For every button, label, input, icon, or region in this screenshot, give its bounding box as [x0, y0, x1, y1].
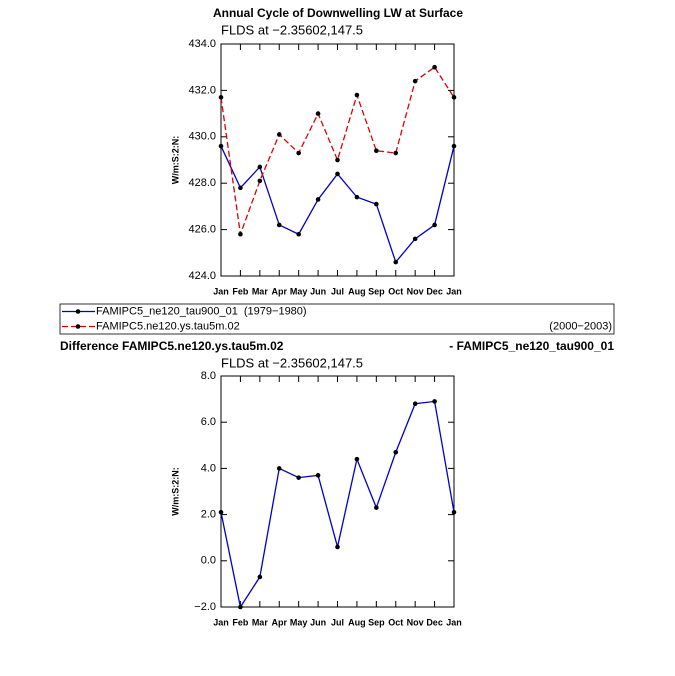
data-point: [451, 509, 457, 515]
data-point: [276, 132, 282, 137]
x-tick-label: May: [290, 617, 308, 627]
data-point: [296, 231, 301, 237]
data-point: [238, 604, 243, 610]
x-tick-label: Apr: [272, 617, 288, 627]
y-axis-label: W/m:S:2:N:: [170, 467, 180, 516]
data-point: [432, 399, 437, 404]
x-tick-label: Jan: [446, 286, 462, 296]
data-point: [354, 92, 360, 98]
data-point: [335, 544, 340, 550]
data-point: [412, 401, 418, 407]
y-tick-label: 424.0: [188, 270, 216, 282]
legend-marker: [75, 309, 81, 314]
x-tick-label: May: [290, 286, 308, 296]
x-tick-label: Jan: [213, 617, 229, 627]
legend-label: FAMIPC5_ne120_tau900_01: [96, 305, 238, 317]
data-point: [296, 475, 301, 480]
x-tick-label: Jan: [446, 617, 462, 627]
y-tick-label: 6.0: [201, 416, 216, 428]
chart-title-right: - FAMIPC5_ne120_tau900_01: [449, 339, 614, 353]
data-point: [238, 185, 243, 191]
legend-period: (1979−1980): [244, 305, 307, 317]
data-point: [451, 95, 457, 100]
data-point: [432, 222, 437, 228]
x-tick-label: Dec: [426, 286, 443, 296]
data-point: [412, 78, 418, 84]
data-point: [257, 574, 263, 580]
data-point: [432, 64, 437, 70]
y-tick-label: −2.0: [194, 601, 216, 613]
x-tick-label: Aug: [348, 617, 366, 627]
legend-label: FAMIPC5.ne120.ys.tau5m.02: [96, 320, 240, 332]
x-tick-label: Mar: [252, 286, 269, 296]
x-tick-label: Nov: [407, 286, 424, 296]
y-axis-label: W/m:S:2:N:: [170, 136, 180, 185]
data-point: [412, 236, 418, 242]
data-point: [276, 466, 282, 471]
y-tick-label: 8.0: [201, 370, 216, 382]
chart-title: Annual Cycle of Downwelling LW at Surfac…: [213, 6, 463, 20]
x-tick-label: Jun: [310, 286, 326, 296]
x-tick-label: Jul: [331, 286, 344, 296]
y-tick-label: 428.0: [188, 177, 216, 189]
data-point: [393, 259, 399, 265]
x-tick-label: Nov: [407, 617, 424, 627]
x-tick-label: Aug: [348, 286, 366, 296]
data-point: [257, 164, 263, 170]
x-tick-label: Sep: [368, 286, 385, 296]
x-tick-label: Jun: [310, 617, 326, 627]
data-point: [354, 194, 360, 200]
data-point: [218, 143, 224, 149]
x-tick-label: Mar: [252, 617, 269, 627]
data-point: [218, 95, 224, 100]
data-point: [238, 231, 243, 237]
x-tick-label: Feb: [232, 286, 249, 296]
data-point: [276, 222, 282, 228]
data-point: [354, 456, 360, 462]
x-tick-label: Oct: [388, 617, 403, 627]
data-point: [374, 505, 379, 510]
data-point: [315, 197, 321, 202]
data-point: [296, 150, 301, 156]
y-tick-label: 434.0: [188, 38, 216, 50]
data-point: [393, 150, 399, 156]
y-tick-label: 432.0: [188, 84, 216, 96]
data-point: [218, 509, 224, 515]
y-tick-label: 426.0: [188, 224, 216, 236]
legend-box: [59, 303, 615, 335]
x-tick-label: Feb: [232, 617, 249, 627]
x-tick-label: Dec: [426, 617, 443, 627]
chart-subtitle: FLDS at −2.35602,147.5: [221, 355, 363, 370]
y-tick-label: 430.0: [188, 131, 216, 143]
legend-period: (2000−2003): [549, 320, 612, 332]
chart-title: Difference FAMIPC5.ne120.ys.tau5m.02: [60, 339, 284, 353]
data-point: [315, 111, 321, 116]
y-tick-label: 0.0: [201, 555, 216, 567]
data-point: [374, 148, 379, 154]
y-tick-label: 4.0: [201, 462, 216, 474]
data-point: [335, 171, 340, 177]
x-tick-label: Jan: [213, 286, 229, 296]
data-point: [393, 449, 399, 455]
data-point: [374, 201, 379, 207]
x-tick-label: Jul: [331, 617, 344, 627]
x-tick-label: Sep: [368, 617, 385, 627]
x-tick-label: Apr: [272, 286, 288, 296]
chart-subtitle: FLDS at −2.35602,147.5: [221, 22, 363, 37]
y-tick-label: 2.0: [201, 509, 216, 521]
legend-marker: [75, 324, 81, 329]
data-point: [451, 143, 457, 149]
data-point: [315, 473, 321, 478]
x-tick-label: Oct: [388, 286, 403, 296]
data-point: [257, 178, 263, 184]
data-point: [335, 157, 340, 163]
